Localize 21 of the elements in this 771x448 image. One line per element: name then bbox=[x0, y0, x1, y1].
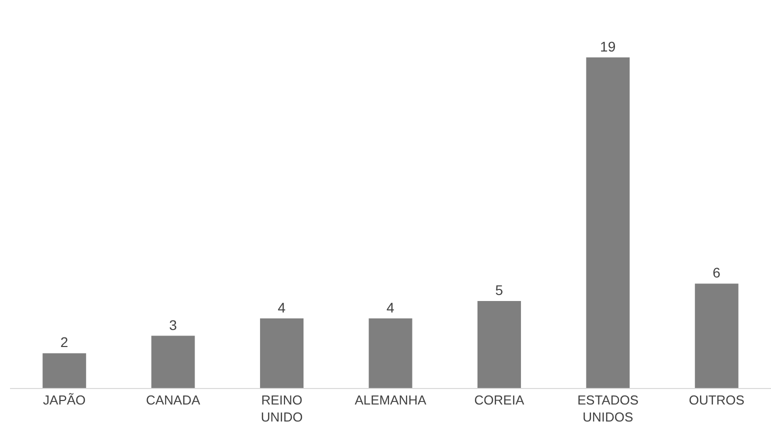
bar bbox=[151, 336, 195, 388]
x-tick-label: ESTADOS UNIDOS bbox=[577, 392, 639, 424]
x-tick-label: REINO UNIDO bbox=[260, 392, 303, 424]
data-label: 6 bbox=[712, 264, 721, 281]
data-label: 3 bbox=[169, 316, 178, 333]
x-tick-label: COREIA bbox=[474, 392, 524, 408]
data-label: 5 bbox=[495, 282, 504, 298]
x-tick-label: ALEMANHA bbox=[354, 392, 427, 408]
bar bbox=[694, 284, 738, 388]
bar bbox=[368, 318, 412, 388]
x-tick-label: CANADA bbox=[146, 392, 200, 408]
x-tick-label: JAPÃO bbox=[43, 392, 86, 408]
x-tick-label: OUTROS bbox=[688, 392, 745, 408]
data-label: 2 bbox=[60, 334, 68, 350]
data-label: 4 bbox=[278, 299, 286, 316]
bar bbox=[42, 353, 86, 388]
data-label: 19 bbox=[600, 38, 616, 54]
bar bbox=[477, 301, 521, 388]
data-label: 4 bbox=[386, 299, 394, 316]
bar bbox=[260, 318, 304, 388]
bar bbox=[586, 57, 630, 388]
